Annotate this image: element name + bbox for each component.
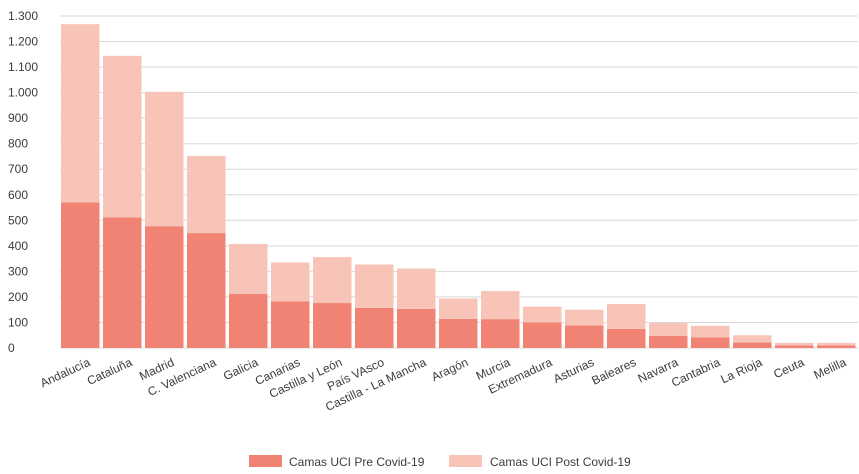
bar-pre-covid xyxy=(607,328,646,348)
bar-pre-covid xyxy=(565,325,604,348)
bar-post-covid xyxy=(313,257,352,304)
bar-post-covid xyxy=(439,298,478,319)
bar-post-covid xyxy=(229,244,268,294)
y-tick-label: 800 xyxy=(8,137,28,151)
legend-label: Camas UCI Pre Covid-19 xyxy=(289,455,425,469)
y-tick-label: 900 xyxy=(8,111,28,125)
bar-pre-covid xyxy=(61,202,100,348)
x-tick-label: Ceuta xyxy=(771,355,806,381)
x-tick-label: La Rioja xyxy=(718,355,764,386)
bar-post-covid xyxy=(397,268,436,309)
bar-pre-covid xyxy=(271,301,310,348)
bar-post-covid xyxy=(565,309,604,326)
bar-post-covid xyxy=(607,304,646,329)
bars xyxy=(61,24,856,348)
x-tick-label: Baleares xyxy=(589,355,638,388)
bar-pre-covid xyxy=(103,217,142,348)
bar-pre-covid xyxy=(229,293,268,348)
bar-pre-covid xyxy=(439,318,478,348)
bar-pre-covid xyxy=(187,233,226,348)
y-tick-label: 500 xyxy=(8,213,28,227)
y-tick-label: 400 xyxy=(8,239,28,253)
bar-post-covid xyxy=(817,342,856,346)
bar-pre-covid xyxy=(397,308,436,348)
legend: Camas UCI Pre Covid-19 Camas UCI Post Cov… xyxy=(249,455,631,469)
x-tick-label: Asturias xyxy=(551,355,596,386)
y-tick-label: 1.100 xyxy=(8,60,38,74)
x-tick-label: Cataluña xyxy=(85,355,135,388)
x-tick-label: Melilla xyxy=(812,355,849,382)
legend-swatch xyxy=(249,455,282,467)
bar-pre-covid xyxy=(313,303,352,348)
y-tick-label: 700 xyxy=(8,162,28,176)
bar-pre-covid xyxy=(145,226,184,348)
y-tick-label: 1.300 xyxy=(8,9,38,23)
bar-post-covid xyxy=(145,91,184,227)
y-tick-label: 100 xyxy=(8,315,28,329)
bar-pre-covid xyxy=(649,335,688,348)
bar-post-covid xyxy=(103,55,142,218)
x-tick-label: Andalucía xyxy=(38,355,93,390)
bar-post-covid xyxy=(523,306,562,323)
y-tick-label: 0 xyxy=(8,341,15,355)
bar-pre-covid xyxy=(355,307,394,348)
bar-post-covid xyxy=(187,155,226,234)
bar-post-covid xyxy=(775,342,814,346)
bar-post-covid xyxy=(355,264,394,308)
y-axis: 0 100 200 300 400 500 600 700 800 900 1.000 1.100 1.… xyxy=(8,9,38,355)
bar-pre-covid xyxy=(733,342,772,348)
y-tick-label: 1.000 xyxy=(8,86,38,100)
bar-pre-covid xyxy=(691,337,730,348)
bar-post-covid xyxy=(481,291,520,320)
legend-swatch xyxy=(449,455,482,467)
bar-pre-covid xyxy=(775,345,814,348)
y-tick-label: 300 xyxy=(8,264,28,278)
bar-pre-covid xyxy=(817,345,856,348)
bar-post-covid xyxy=(61,24,100,203)
y-tick-label: 600 xyxy=(8,188,28,202)
x-tick-label: Cantabria xyxy=(669,355,722,390)
y-tick-label: 1.200 xyxy=(8,35,38,49)
legend-label: Camas UCI Post Covid-19 xyxy=(490,455,631,469)
bar-pre-covid xyxy=(481,319,520,348)
bar-post-covid xyxy=(733,335,772,343)
bar-post-covid xyxy=(649,322,688,336)
y-tick-label: 200 xyxy=(8,290,28,304)
bar-post-covid xyxy=(691,325,730,338)
x-tick-label: Aragón xyxy=(429,355,470,384)
bar-post-covid xyxy=(271,262,310,302)
bar-pre-covid xyxy=(523,322,562,348)
